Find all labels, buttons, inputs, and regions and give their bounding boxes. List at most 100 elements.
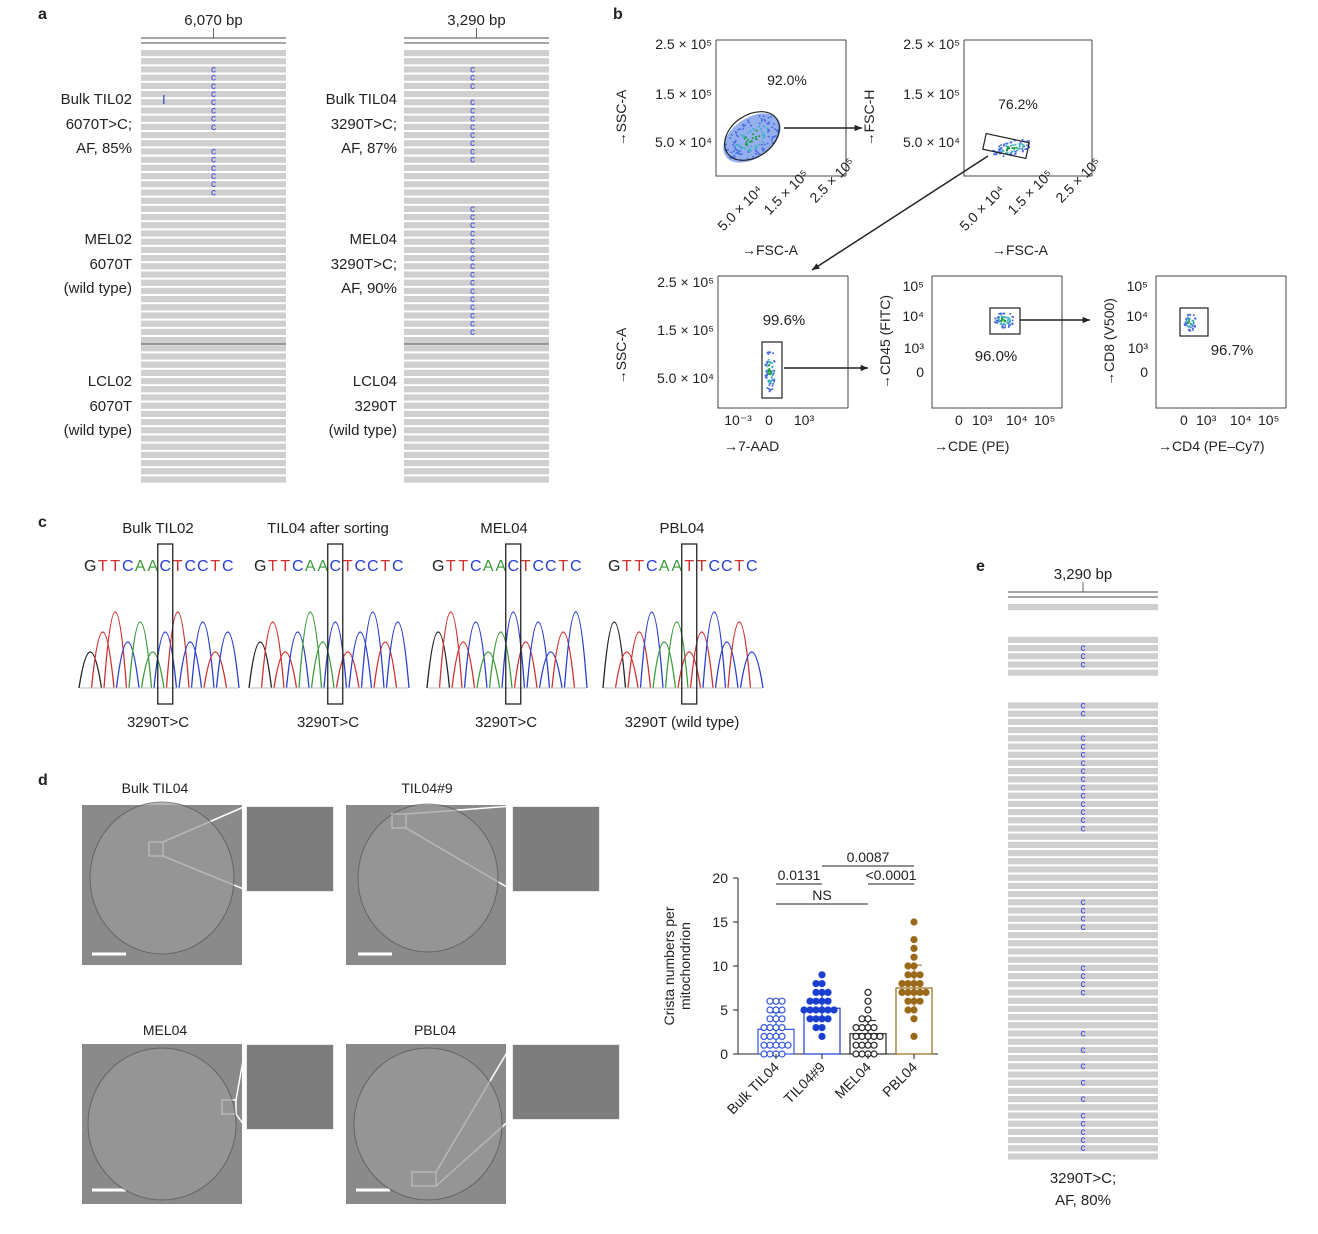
event <box>730 133 733 136</box>
read <box>404 58 549 65</box>
event <box>749 124 752 127</box>
data-point <box>870 1023 878 1032</box>
y-tick-label: 15 <box>712 914 728 930</box>
trace-peak <box>248 641 273 689</box>
trace-peak <box>140 651 165 689</box>
read <box>404 443 549 450</box>
em-zoom-inset <box>512 806 600 892</box>
trace-peak <box>298 611 323 689</box>
x-tick: 10⁵ <box>1258 412 1280 428</box>
data-point <box>806 997 814 1005</box>
plot-axes <box>1155 276 1286 409</box>
event <box>752 128 755 131</box>
read <box>1008 1063 1158 1070</box>
data-point <box>864 1006 872 1014</box>
data-point <box>766 997 774 1005</box>
event <box>1001 324 1004 327</box>
event <box>1000 320 1003 323</box>
sample-line: LCL02 <box>87 373 132 390</box>
event <box>1008 320 1011 323</box>
event <box>752 133 755 136</box>
event <box>771 388 774 391</box>
event <box>1014 143 1017 146</box>
event <box>1005 145 1008 148</box>
event <box>762 125 765 128</box>
read <box>404 279 549 286</box>
caption-line: 3290T>C; <box>1049 1170 1117 1187</box>
data-point <box>818 1023 826 1032</box>
read <box>141 460 286 467</box>
event <box>1009 312 1012 315</box>
event <box>749 130 752 133</box>
data-point <box>864 997 872 1005</box>
x-tick: 10³ <box>972 412 993 428</box>
event <box>758 115 761 118</box>
read <box>141 140 286 147</box>
read <box>1008 1104 1158 1111</box>
arrowhead <box>860 364 868 372</box>
event <box>770 376 773 379</box>
variant-base: c <box>211 163 216 174</box>
event <box>1192 314 1195 317</box>
read <box>141 345 286 352</box>
read <box>141 476 286 483</box>
data-point <box>916 997 924 1005</box>
event <box>761 131 764 134</box>
event <box>1188 329 1191 332</box>
plot-axes <box>717 276 848 409</box>
read <box>1008 1120 1158 1127</box>
sample-line: 3290T <box>354 397 397 415</box>
trace-peak <box>323 621 348 689</box>
event <box>768 382 771 385</box>
read <box>141 205 286 212</box>
read <box>404 173 549 180</box>
event <box>752 155 755 158</box>
gate <box>724 111 780 161</box>
read <box>1008 956 1158 963</box>
event <box>1009 324 1012 327</box>
data-point <box>864 988 872 997</box>
variant-base: c <box>211 146 216 157</box>
event <box>761 140 764 143</box>
event <box>768 390 771 393</box>
variant-base: c <box>470 138 475 149</box>
event <box>747 151 750 154</box>
read <box>1008 973 1158 980</box>
sample-label-lcl02: LCL02 6070T (wild type) <box>20 370 132 444</box>
base-call: T <box>521 558 531 575</box>
sample-label-mel02: MEL02 6070T (wild type) <box>20 228 132 302</box>
trace-peak <box>551 631 576 689</box>
event <box>1010 151 1013 154</box>
read <box>404 66 549 73</box>
base-call: G <box>84 558 96 575</box>
read <box>1008 989 1158 996</box>
event <box>772 352 775 355</box>
event <box>765 370 768 373</box>
event <box>739 150 742 153</box>
trace-peak <box>563 611 588 689</box>
sample-label-lcl04: LCL04 3290T (wild type) <box>285 370 397 444</box>
event <box>770 380 773 383</box>
event <box>1019 141 1022 144</box>
variant-base: c <box>470 220 475 231</box>
variant-base: c <box>1081 1094 1086 1105</box>
event <box>736 135 739 138</box>
trace-caption: 3290T (wild type) <box>624 714 740 731</box>
y-tick: 1.5 × 10⁵ <box>657 322 714 338</box>
event <box>734 140 737 143</box>
event <box>746 138 749 141</box>
read <box>1008 1145 1158 1152</box>
cell-outline <box>353 1047 503 1201</box>
base-call: T <box>110 558 120 575</box>
variant-base: c <box>1081 709 1086 720</box>
gate <box>761 341 783 399</box>
data-point <box>766 1015 774 1023</box>
zoom-line <box>235 1113 247 1129</box>
data-point <box>852 1041 860 1049</box>
event <box>757 135 760 138</box>
read <box>1008 718 1158 725</box>
event <box>744 147 747 150</box>
sample-line: AF, 90% <box>341 280 397 297</box>
